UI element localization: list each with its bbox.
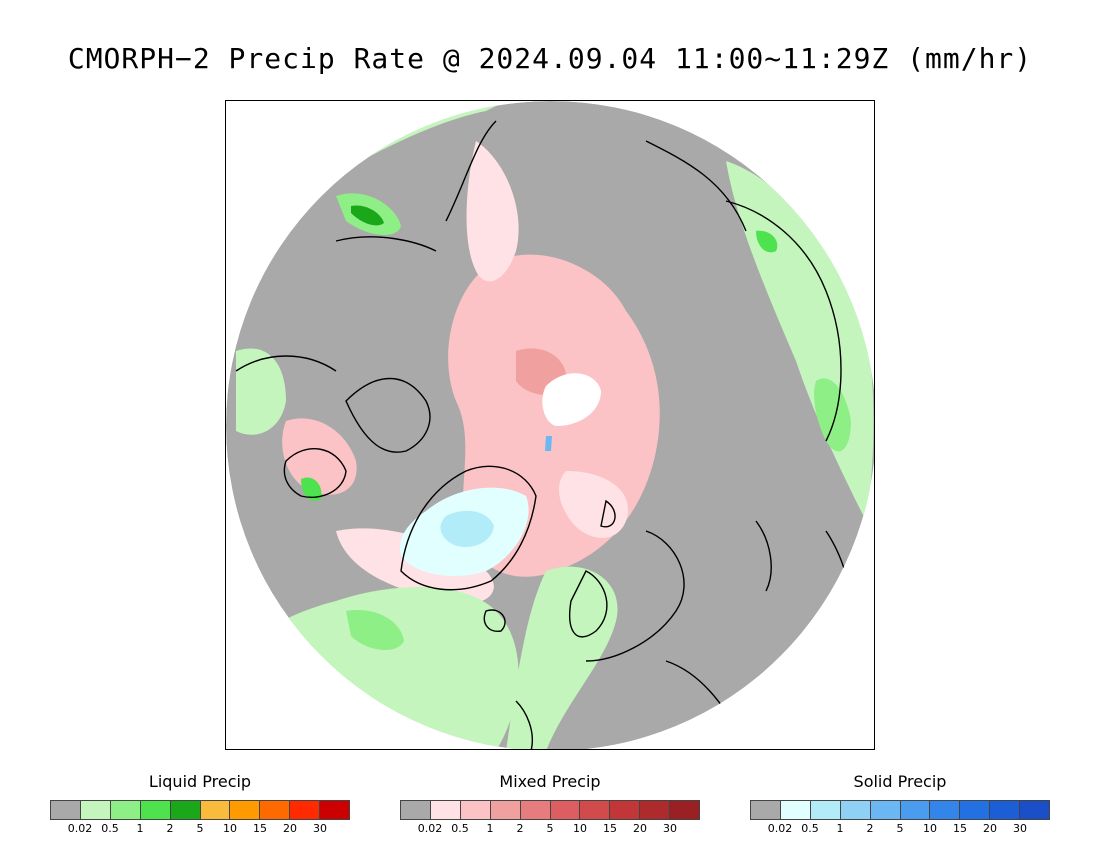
color-swatch: [290, 801, 321, 819]
mixed-precip-area: [559, 471, 628, 538]
color-swatch: [230, 801, 261, 819]
color-swatch: [51, 801, 81, 819]
legend-title: Mixed Precip: [499, 772, 601, 791]
liquid-precip-area: [756, 230, 778, 253]
solid-precip-area: [545, 436, 552, 451]
color-swatch: [930, 801, 961, 819]
tick-label: 0.5: [451, 822, 469, 835]
color-swatch: [401, 801, 431, 819]
tick-label: 0.02: [767, 822, 793, 835]
tick-label: 10: [223, 822, 237, 835]
coastlines: [235, 120, 853, 749]
tick-label: 0.5: [101, 822, 119, 835]
color-swatch: [320, 801, 350, 819]
color-swatch: [610, 801, 641, 819]
tick-label: 10: [923, 822, 937, 835]
color-swatch: [550, 801, 581, 819]
tick-label: 1: [836, 822, 844, 835]
tick-labels: 0.02 0.5 1 2 5 10 15 20 30: [400, 822, 700, 836]
tick-label: 2: [866, 822, 874, 835]
color-swatch: [960, 801, 991, 819]
liquid-precip-area: [814, 378, 851, 452]
mixed-precip-legend: Mixed Precip 0.02 0.5 1 2 5 10 15 20 30: [400, 772, 700, 835]
color-swatch: [900, 801, 931, 819]
color-swatch: [840, 801, 871, 819]
tick-label: 5: [196, 822, 204, 835]
solid-precip-area: [440, 510, 494, 547]
color-swatch: [200, 801, 231, 819]
polar-precip-map: [225, 100, 875, 750]
tick-label: 15: [953, 822, 967, 835]
mixed-precip-area: [282, 418, 357, 495]
tick-label: 20: [633, 822, 647, 835]
liquid-precip-area: [226, 587, 519, 749]
tick-label: 30: [663, 822, 677, 835]
color-swatch: [1020, 801, 1050, 819]
color-swatch: [580, 801, 611, 819]
tick-label: 15: [603, 822, 617, 835]
liquid-precip-area: [346, 610, 404, 651]
color-swatch: [80, 801, 111, 819]
color-swatch: [751, 801, 781, 819]
tick-label: 1: [486, 822, 494, 835]
color-swatch: [640, 801, 671, 819]
tick-label: 15: [253, 822, 267, 835]
map-title: CMORPH−2 Precip Rate @ 2024.09.04 11:00~…: [67, 42, 1033, 75]
tick-label: 0.5: [801, 822, 819, 835]
tick-label: 10: [573, 822, 587, 835]
tick-label: 30: [1013, 822, 1027, 835]
tick-label: 0.02: [417, 822, 443, 835]
liquid-precip-area: [351, 205, 384, 226]
solid-precip-legend: Solid Precip 0.02 0.5 1 2 5 10 15 20 30: [750, 772, 1050, 835]
color-swatch: [110, 801, 141, 819]
color-swatch: [260, 801, 291, 819]
tick-labels: 0.02 0.5 1 2 5 10 15 20 30: [750, 822, 1050, 836]
color-swatch: [870, 801, 901, 819]
color-bar: [400, 800, 700, 820]
color-swatch: [170, 801, 201, 819]
tick-label: 30: [313, 822, 327, 835]
color-bar: [750, 800, 1050, 820]
color-swatch: [490, 801, 521, 819]
tick-label: 0.02: [67, 822, 93, 835]
liquid-precip-area: [506, 566, 618, 749]
tick-labels: 0.02 0.5 1 2 5 10 15 20 30: [50, 822, 350, 836]
tick-label: 2: [516, 822, 524, 835]
legend-title: Solid Precip: [853, 772, 947, 791]
tick-label: 1: [136, 822, 144, 835]
tick-label: 5: [546, 822, 554, 835]
color-swatch: [810, 801, 841, 819]
liquid-precip-area: [301, 477, 322, 501]
color-swatch: [520, 801, 551, 819]
liquid-precip-area: [236, 348, 286, 435]
liquid-precip-legend: Liquid Precip 0.02 0.5 1 2 5 10 15 20 30: [50, 772, 350, 835]
color-swatch: [460, 801, 491, 819]
tick-label: 20: [283, 822, 297, 835]
mixed-precip-area: [466, 141, 519, 282]
tick-label: 2: [166, 822, 174, 835]
color-swatch: [670, 801, 700, 819]
map-svg: [226, 101, 874, 749]
legend-title: Liquid Precip: [148, 772, 252, 791]
tick-label: 20: [983, 822, 997, 835]
color-swatch: [780, 801, 811, 819]
color-bar: [50, 800, 350, 820]
color-swatch: [140, 801, 171, 819]
color-swatch: [990, 801, 1021, 819]
tick-label: 5: [896, 822, 904, 835]
no-data-area: [542, 373, 601, 426]
color-swatch: [430, 801, 461, 819]
